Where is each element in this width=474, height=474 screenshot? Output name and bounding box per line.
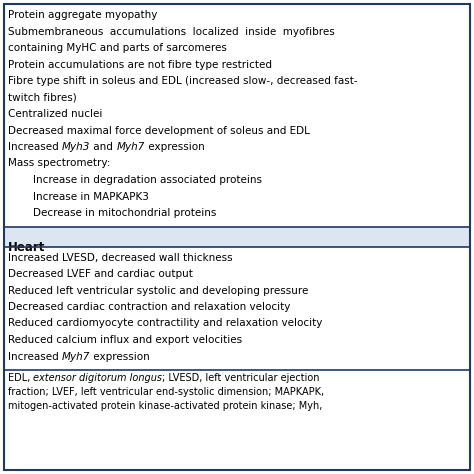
Text: expression: expression bbox=[91, 352, 150, 362]
Text: ; LVESD, left ventricular ejection: ; LVESD, left ventricular ejection bbox=[163, 373, 320, 383]
Text: Fibre type shift in soleus and EDL (increased slow-, decreased fast-: Fibre type shift in soleus and EDL (incr… bbox=[8, 76, 357, 86]
Text: mitogen-activated protein kinase-activated protein kinase; Myh,: mitogen-activated protein kinase-activat… bbox=[8, 401, 322, 411]
Text: Reduced calcium influx and export velocities: Reduced calcium influx and export veloci… bbox=[8, 335, 242, 345]
Text: Increased: Increased bbox=[8, 352, 62, 362]
Text: Increase in degradation associated proteins: Increase in degradation associated prote… bbox=[33, 175, 262, 185]
Text: extensor digitorum longus: extensor digitorum longus bbox=[34, 373, 163, 383]
Text: and: and bbox=[91, 142, 117, 152]
Text: Myh3: Myh3 bbox=[62, 142, 91, 152]
Text: Increased LVESD, decreased wall thickness: Increased LVESD, decreased wall thicknes… bbox=[8, 253, 233, 263]
Text: twitch fibres): twitch fibres) bbox=[8, 92, 77, 102]
Text: Reduced left ventricular systolic and developing pressure: Reduced left ventricular systolic and de… bbox=[8, 285, 309, 295]
Text: EDL,: EDL, bbox=[8, 373, 34, 383]
Text: Submembraneous  accumulations  localized  inside  myofibres: Submembraneous accumulations localized i… bbox=[8, 27, 335, 36]
Bar bbox=[4, 227, 470, 246]
Text: Increase in MAPKAPK3: Increase in MAPKAPK3 bbox=[33, 191, 149, 201]
Text: Decreased cardiac contraction and relaxation velocity: Decreased cardiac contraction and relaxa… bbox=[8, 302, 291, 312]
Text: expression: expression bbox=[145, 142, 205, 152]
Text: Increased: Increased bbox=[8, 142, 62, 152]
Text: Decreased LVEF and cardiac output: Decreased LVEF and cardiac output bbox=[8, 269, 193, 279]
Text: Decreased maximal force development of soleus and EDL: Decreased maximal force development of s… bbox=[8, 126, 310, 136]
Text: Protein accumulations are not fibre type restricted: Protein accumulations are not fibre type… bbox=[8, 60, 272, 70]
Text: Reduced cardiomyocyte contractility and relaxation velocity: Reduced cardiomyocyte contractility and … bbox=[8, 319, 322, 328]
Text: Myh7: Myh7 bbox=[117, 142, 145, 152]
Text: containing MyHC and parts of sarcomeres: containing MyHC and parts of sarcomeres bbox=[8, 43, 227, 53]
Text: Mass spectrometry:: Mass spectrometry: bbox=[8, 158, 110, 168]
Text: Myh7: Myh7 bbox=[62, 352, 91, 362]
Text: Protein aggregate myopathy: Protein aggregate myopathy bbox=[8, 10, 157, 20]
Text: Centralized nuclei: Centralized nuclei bbox=[8, 109, 102, 119]
Text: Heart: Heart bbox=[8, 240, 46, 254]
Text: fraction; LVEF, left ventricular end-systolic dimension; MAPKAPK,: fraction; LVEF, left ventricular end-sys… bbox=[8, 387, 324, 397]
Text: Decrease in mitochondrial proteins: Decrease in mitochondrial proteins bbox=[33, 208, 216, 218]
